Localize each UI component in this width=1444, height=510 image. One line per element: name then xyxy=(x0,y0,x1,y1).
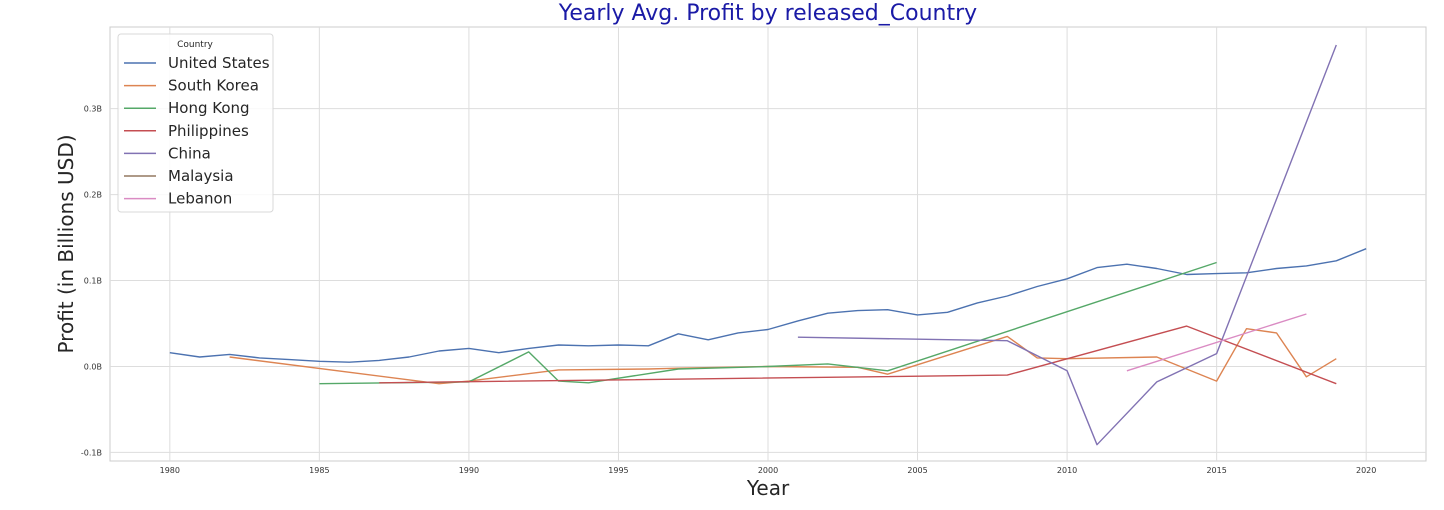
x-axis-title: Year xyxy=(746,476,790,500)
series-line-china xyxy=(797,44,1337,446)
x-tick-label: 2005 xyxy=(907,466,927,475)
legend-label: United States xyxy=(168,54,270,72)
x-tick-labels: 1980 1985 1990 1995 2000 2005 2010 2015 2020 xyxy=(160,466,1377,475)
series-lines xyxy=(169,44,1367,446)
series-line-philippines xyxy=(379,325,1337,385)
x-tick-label: 1990 xyxy=(459,466,479,475)
legend-label: China xyxy=(168,144,211,162)
legend-label: Malaysia xyxy=(168,167,234,185)
y-tick-label: 0.1B xyxy=(84,277,102,286)
legend-items: United States South Korea Hong Kong Philipp… xyxy=(124,54,270,208)
legend-item-hong-kong: Hong Kong xyxy=(124,99,250,117)
x-tick-label: 2020 xyxy=(1356,466,1376,475)
y-tick-label: 0.2B xyxy=(84,191,102,200)
y-axis-title: Profit (in Billions USD) xyxy=(54,134,78,353)
x-tick-label: 2000 xyxy=(758,466,778,475)
legend: Country United States South Korea Hong Kon… xyxy=(117,33,274,213)
legend-box xyxy=(117,33,274,213)
y-tick-label: -0.1B xyxy=(81,448,102,457)
legend-label: South Korea xyxy=(168,77,259,95)
x-tick-label: 2010 xyxy=(1057,466,1077,475)
y-tick-label: 0.0B xyxy=(84,362,102,371)
legend-label: Philippines xyxy=(168,122,249,140)
y-tick-label: 0.3B xyxy=(84,105,102,114)
x-tick-label: 1980 xyxy=(160,466,180,475)
x-tick-label: 1985 xyxy=(309,466,329,475)
x-tick-label: 1995 xyxy=(608,466,628,475)
series-line-united-states xyxy=(169,248,1367,363)
legend-item-united-states: United States xyxy=(124,54,270,72)
legend-label: Lebanon xyxy=(168,190,232,208)
series-line-hong-kong xyxy=(319,261,1217,385)
legend-title: Country xyxy=(177,40,213,50)
chart-title: Yearly Avg. Profit by released_Country xyxy=(558,1,977,26)
x-tick-label: 2015 xyxy=(1206,466,1226,475)
series-line-lebanon xyxy=(1126,313,1307,372)
series-line-south-korea xyxy=(229,328,1337,385)
legend-item-south-korea: South Korea xyxy=(124,77,259,95)
y-tick-labels: -0.1B 0.0B 0.1B 0.2B 0.3B xyxy=(81,105,102,458)
grid xyxy=(110,27,1426,461)
legend-item-malaysia: Malaysia xyxy=(124,167,234,185)
legend-label: Hong Kong xyxy=(168,99,250,117)
legend-item-china: China xyxy=(124,144,211,162)
legend-item-philippines: Philippines xyxy=(124,122,249,140)
legend-item-lebanon: Lebanon xyxy=(124,190,232,208)
